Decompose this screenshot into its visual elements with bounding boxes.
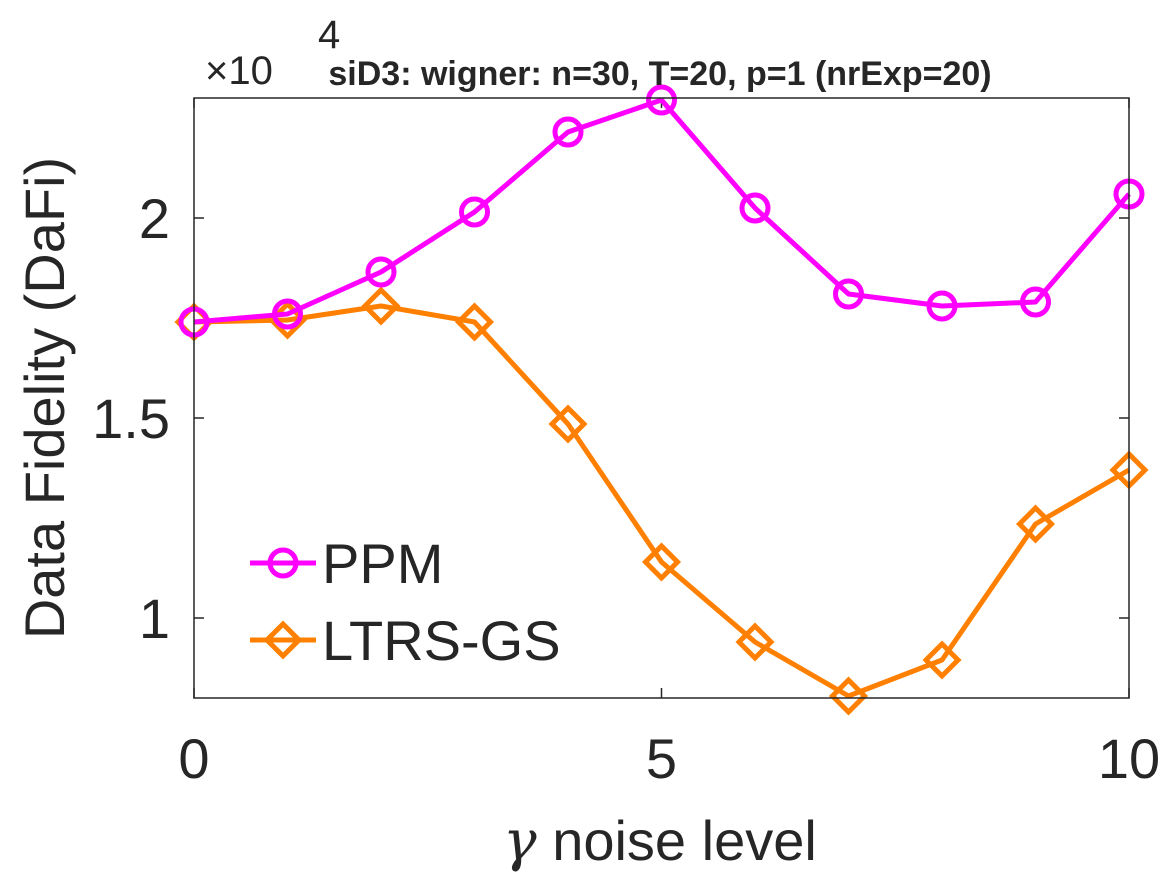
y-exponent-power: 4	[318, 13, 340, 57]
data-point-ltrs-gs	[828, 676, 869, 716]
x-axis-label: γ noise level	[503, 809, 817, 874]
series-line-ppm	[193, 97, 1131, 325]
legend-item-ltrs-gs: LTRS-GS	[250, 609, 561, 672]
plot-area	[194, 98, 1129, 698]
x-tick-label: 0	[178, 727, 209, 790]
axis-ticks: 0 5 10 1 1.5 2	[92, 98, 1160, 790]
x-tick-label: 5	[646, 727, 677, 790]
y-tick-label: 1.5	[92, 387, 170, 450]
data-point-ltrs-gs	[922, 640, 962, 680]
data-point-ppm	[926, 290, 958, 322]
data-point-ppm	[646, 84, 677, 116]
data-point-ltrs-gs	[1015, 504, 1056, 544]
data-point-ppm	[459, 196, 490, 228]
data-point-ltrs-gs	[735, 622, 775, 662]
data-point-ltrs-gs	[641, 542, 682, 582]
legend-label: LTRS-GS	[322, 609, 561, 672]
legend-label: PPM	[322, 532, 443, 595]
y-exponent-base: ×10	[205, 49, 273, 93]
data-point-ppm	[1020, 286, 1051, 318]
data-point-ltrs-gs	[548, 404, 588, 444]
legend-item-ppm: PPM	[250, 532, 443, 595]
data-point-ppm	[365, 256, 397, 288]
series-ltrs-gs	[174, 286, 1149, 716]
x-tick-label: 10	[1098, 727, 1160, 790]
legend: PPM LTRS-GS	[250, 532, 561, 672]
data-point-ppm	[739, 192, 771, 224]
chart-title: siD3: wigner: n=30, T=20, p=1 (nrExp=20)	[328, 55, 991, 93]
x-axis-label-text: noise level	[537, 809, 817, 872]
y-tick-label: 2	[139, 187, 170, 250]
series-line-ltrs-gs	[193, 303, 1131, 699]
data-point-ppm	[272, 298, 303, 330]
data-point-ltrs-gs	[361, 286, 401, 326]
plot-frame	[193, 97, 1130, 699]
y-tick-label: 1	[139, 587, 170, 650]
legend-swatch-marker	[263, 620, 303, 660]
gamma-symbol: γ	[503, 809, 537, 874]
y-axis-label: Data Fidelity (DaFi)	[13, 157, 76, 639]
data-point-ppm	[833, 278, 864, 310]
data-point-ppm	[552, 116, 584, 148]
legend-swatch-marker	[267, 547, 299, 579]
data-point-ltrs-gs	[454, 302, 495, 342]
